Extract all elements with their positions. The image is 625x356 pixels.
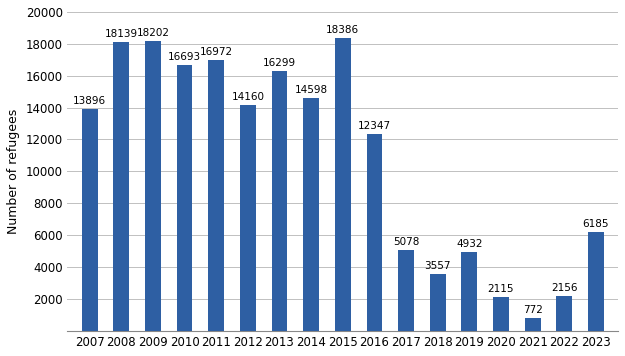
Text: 772: 772 [522, 305, 542, 315]
Text: 16693: 16693 [168, 52, 201, 62]
Text: 4932: 4932 [456, 239, 482, 249]
Bar [556, 296, 572, 330]
Bar [272, 71, 288, 330]
Text: 14160: 14160 [231, 92, 264, 102]
Text: 2115: 2115 [488, 284, 514, 294]
Text: 18386: 18386 [326, 25, 359, 35]
Bar [525, 318, 541, 330]
Text: 3557: 3557 [424, 261, 451, 271]
Bar [366, 134, 382, 330]
Text: 18139: 18139 [105, 29, 138, 39]
Text: 2156: 2156 [551, 283, 578, 293]
Text: 5078: 5078 [393, 237, 419, 247]
Bar [398, 250, 414, 330]
Bar [113, 42, 129, 330]
Bar [493, 297, 509, 330]
Bar [177, 65, 192, 330]
Bar [461, 252, 478, 330]
Text: 18202: 18202 [136, 28, 169, 38]
Bar [335, 38, 351, 330]
Text: 16299: 16299 [263, 58, 296, 68]
Text: 13896: 13896 [73, 96, 106, 106]
Bar [303, 98, 319, 330]
Text: 14598: 14598 [294, 85, 328, 95]
Bar [82, 109, 98, 330]
Text: 6185: 6185 [582, 219, 609, 229]
Bar [588, 232, 604, 330]
Text: 12347: 12347 [358, 121, 391, 131]
Y-axis label: Number of refugees: Number of refugees [7, 109, 20, 234]
Bar [430, 274, 446, 330]
Text: 16972: 16972 [199, 47, 232, 57]
Bar [208, 60, 224, 330]
Bar [240, 105, 256, 330]
Bar [145, 41, 161, 330]
